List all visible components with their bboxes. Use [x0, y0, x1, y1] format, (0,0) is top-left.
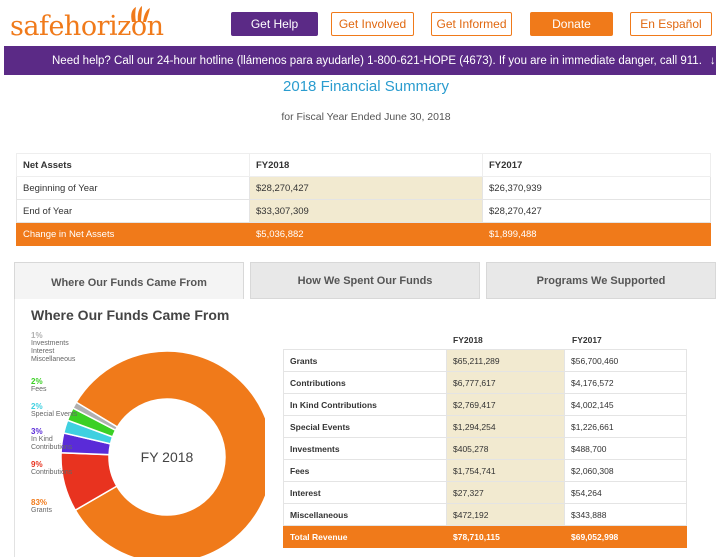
slice-label-fees: 2% Fees [31, 378, 47, 394]
row-label: Fees [283, 459, 447, 482]
value-cell: $1,754,741 [446, 459, 565, 482]
row-label: End of Year [16, 199, 250, 223]
hotline-banner[interactable]: Need help? Call our 24-hour hotline (llá… [4, 46, 716, 75]
table-row: Special Events $1,294,254 $1,226,661 [283, 415, 687, 438]
table-row: In Kind Contributions $2,769,417 $4,002,14… [283, 393, 687, 416]
row-label: Change in Net Assets [16, 222, 250, 246]
value-cell: $4,176,572 [564, 371, 687, 394]
slice-percent: 9% [31, 460, 43, 469]
slice-percent: 3% [31, 427, 43, 436]
donut-slice-investments-interest-miscellaneous[interactable] [71, 401, 119, 432]
slice-label-special-events: 2% Special Events [31, 403, 77, 419]
panel-title: Where Our Funds Came From [31, 307, 230, 323]
get-involved-button[interactable]: Get Involved [331, 12, 414, 36]
slice-percent: 1% [31, 331, 43, 340]
table-row: Interest $27,327 $54,264 [283, 481, 687, 504]
donut-slice-grants[interactable] [74, 350, 265, 557]
table-row: End of Year $33,307,309 $28,270,427 [16, 199, 711, 223]
value-cell: $1,899,488 [482, 222, 711, 246]
tab-funds-came-from[interactable]: Where Our Funds Came From [14, 262, 244, 302]
slice-percent: 2% [31, 402, 43, 411]
slice-label-misc: 1% Investments Interest Miscellaneous [31, 332, 75, 364]
total-row: Change in Net Assets $5,036,882 $1,899,4… [16, 222, 711, 246]
row-label: In Kind Contributions [283, 393, 447, 416]
site-header: safehorizon Get Help Get Involved Get In… [0, 0, 716, 46]
row-label: Investments [283, 437, 447, 460]
logo-leaf-icon [131, 6, 150, 22]
row-label: Grants [283, 349, 447, 372]
hotline-text: Need help? Call our 24-hour hotline (llá… [52, 54, 702, 67]
slice-label-line: Miscellaneous [31, 356, 76, 363]
table-row: Beginning of Year $28,270,427 $26,370,93… [16, 176, 711, 200]
value-cell: $5,036,882 [249, 222, 483, 246]
row-label: Contributions [283, 371, 447, 394]
header-cell: FY2018 [249, 153, 483, 177]
slice-label-line: Fees [31, 386, 47, 393]
table-row: Contributions $6,777,617 $4,176,572 [283, 371, 687, 394]
value-cell: $78,710,115 [446, 525, 565, 548]
slice-label-line: Interest [31, 348, 55, 355]
total-row: Total Revenue $78,710,115 $69,052,998 [283, 525, 687, 548]
slice-label-line: Special Events [31, 411, 78, 418]
value-cell: $28,270,427 [482, 199, 711, 223]
value-cell: $69,052,998 [564, 525, 687, 548]
value-cell: $56,700,460 [564, 349, 687, 372]
table-row: Grants $65,211,289 $56,700,460 [283, 349, 687, 372]
funds-donut-chart: FY 2018 [60, 350, 265, 557]
slice-label-contributions: 9% Contributions [31, 461, 72, 477]
header-cell: FY2017 [482, 153, 711, 177]
table-row: Investments $405,278 $488,700 [283, 437, 687, 460]
donate-button[interactable]: Donate [530, 12, 613, 36]
row-label: Miscellaneous [283, 503, 447, 526]
slice-label-in-kind: 3% In Kind Contributions [31, 428, 72, 452]
slice-percent: 2% [31, 377, 43, 386]
row-label: Special Events [283, 415, 447, 438]
value-cell: $65,211,289 [446, 349, 565, 372]
slice-label-line: Grants [31, 507, 53, 514]
value-cell: $54,264 [564, 481, 687, 504]
row-label: Total Revenue [283, 525, 447, 548]
value-cell: $6,777,617 [446, 371, 565, 394]
column-header-fy2018: FY2018 [453, 335, 483, 345]
arrow-down-icon[interactable]: ↓ [709, 54, 716, 67]
espanol-button[interactable]: En Español [630, 12, 712, 36]
slice-percent: 83% [31, 498, 48, 507]
value-cell: $472,192 [446, 503, 565, 526]
value-cell: $33,307,309 [249, 199, 483, 223]
column-header-fy2017: FY2017 [572, 335, 602, 345]
value-cell: $27,327 [446, 481, 565, 504]
slice-label-grants: 83% Grants [31, 499, 52, 515]
funds-table: Grants $65,211,289 $56,700,460 Contributio… [283, 349, 687, 548]
tab-programs-supported[interactable]: Programs We Supported [486, 262, 716, 299]
get-help-button[interactable]: Get Help [231, 12, 318, 36]
value-cell: $343,888 [564, 503, 687, 526]
value-cell: $488,700 [564, 437, 687, 460]
table-row: Fees $1,754,741 $2,060,308 [283, 459, 687, 482]
value-cell: $405,278 [446, 437, 565, 460]
table-header-row: Net Assets FY2018 FY2017 [16, 153, 711, 177]
slice-label-line: In Kind [31, 436, 53, 443]
tab-spent-funds[interactable]: How We Spent Our Funds [250, 262, 480, 299]
value-cell: $2,060,308 [564, 459, 687, 482]
slice-label-line: Contributions [31, 444, 73, 451]
value-cell: $2,769,417 [446, 393, 565, 416]
donut-center-label: FY 2018 [141, 449, 194, 465]
slice-label-line: Investments [31, 340, 69, 347]
value-cell: $28,270,427 [249, 176, 483, 200]
get-informed-button[interactable]: Get Informed [431, 12, 512, 36]
row-label: Interest [283, 481, 447, 504]
value-cell: $26,370,939 [482, 176, 711, 200]
page-title: 2018 Financial Summary [283, 78, 449, 95]
row-label: Beginning of Year [16, 176, 250, 200]
slice-label-line: Contributions [31, 469, 73, 476]
net-assets-table: Net Assets FY2018 FY2017 Beginning of Ye… [16, 153, 711, 246]
value-cell: $1,294,254 [446, 415, 565, 438]
table-row: Miscellaneous $472,192 $343,888 [283, 503, 687, 526]
header-cell: Net Assets [16, 153, 250, 177]
page-subtitle: for Fiscal Year Ended June 30, 2018 [281, 111, 451, 123]
value-cell: $1,226,661 [564, 415, 687, 438]
value-cell: $4,002,145 [564, 393, 687, 416]
